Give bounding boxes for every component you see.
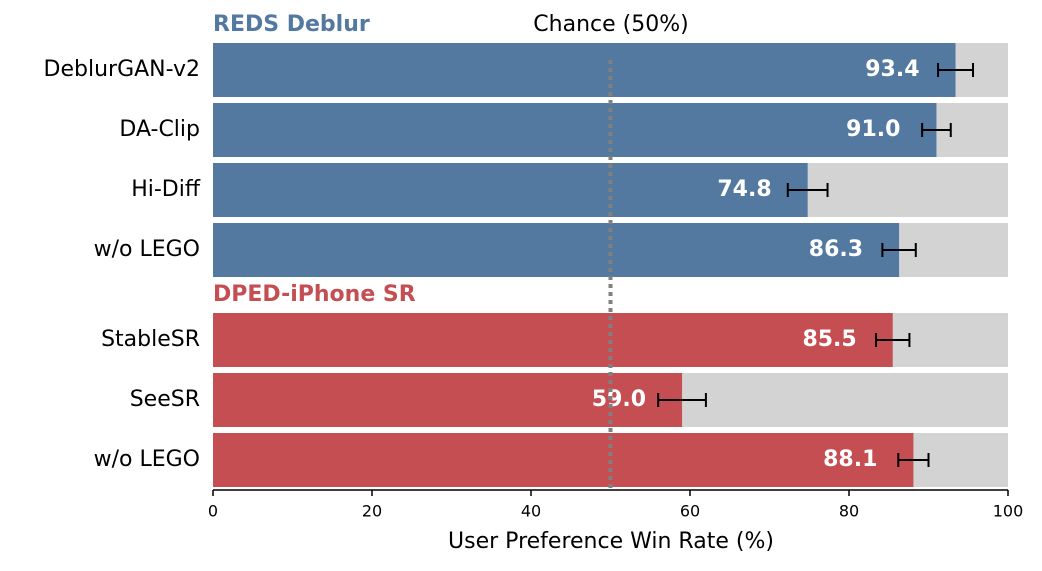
bar <box>213 313 893 367</box>
value-label: 85.5 <box>802 327 856 352</box>
category-label: Hi-Diff <box>131 177 201 202</box>
group-title: DPED-iPhone SR <box>213 282 416 307</box>
x-tick-label: 40 <box>521 502 541 521</box>
bar <box>213 223 900 277</box>
value-label: 91.0 <box>846 117 900 142</box>
category-label: StableSR <box>101 327 200 352</box>
bar <box>213 43 956 97</box>
category-label: DA-Clip <box>119 117 200 142</box>
bar <box>213 163 808 217</box>
category-label: DeblurGAN-v2 <box>44 57 200 82</box>
category-label: w/o LEGO <box>94 237 200 262</box>
x-tick-label: 80 <box>839 502 859 521</box>
bar <box>213 433 914 487</box>
x-tick-label: 0 <box>208 502 218 521</box>
x-tick-label: 100 <box>993 502 1024 521</box>
x-tick-label: 60 <box>680 502 700 521</box>
value-label: 88.1 <box>823 447 877 472</box>
value-label: 74.8 <box>717 177 771 202</box>
value-label: 93.4 <box>865 57 919 82</box>
bar <box>213 103 937 157</box>
x-tick-label: 20 <box>362 502 382 521</box>
value-label: 86.3 <box>809 237 863 262</box>
bar <box>213 373 683 427</box>
category-label: SeeSR <box>130 387 200 412</box>
value-label: 59.0 <box>592 387 646 412</box>
x-axis-label: User Preference Win Rate (%) <box>448 529 774 554</box>
category-label: w/o LEGO <box>94 447 200 472</box>
group-title: REDS Deblur <box>213 12 370 37</box>
reference-label: Chance (50%) <box>533 12 688 37</box>
